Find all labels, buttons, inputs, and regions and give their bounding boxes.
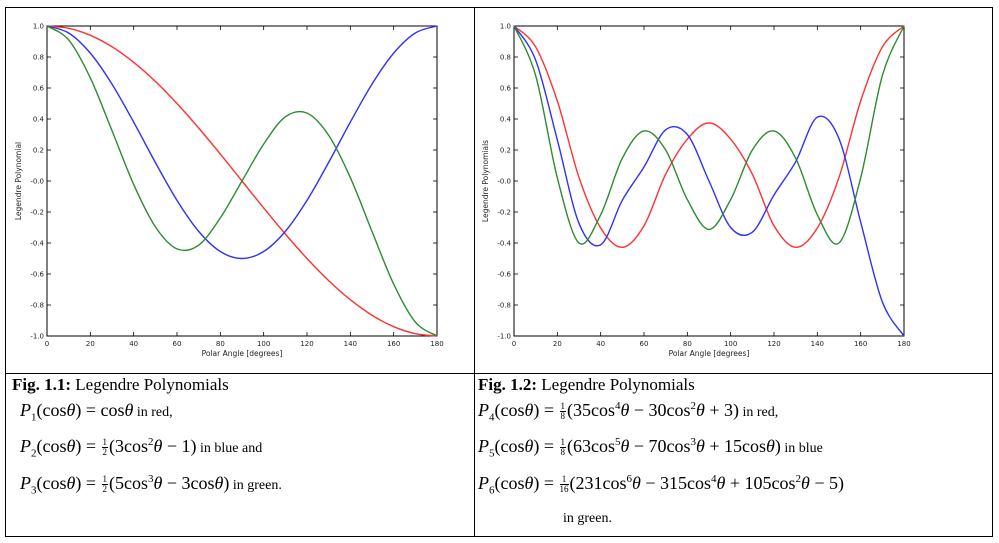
cell-divider-vertical — [474, 8, 475, 536]
x-tick-label: 0 — [45, 340, 49, 348]
y-tick-label: 0.6 — [500, 85, 512, 93]
caption-2-equations: P4(cosθ) = 1 8 (35cos4θ − 30cos2θ + 3) in … — [478, 374, 988, 534]
equation-note: in blue and — [196, 441, 263, 456]
x-tick-label: 180 — [430, 340, 443, 348]
x-tick-label: 100 — [257, 340, 270, 348]
equation-note: in green. — [229, 478, 282, 493]
legendre-chart-1: 1.0 0.8 0.6 0.4 0.2 -0.0 -0.2 -0.4 -0.6 -0.8 -1.00… — [14, 23, 444, 359]
equation-note: in green. — [563, 511, 612, 526]
equation-p2: P2(cosθ) = 1 2 (3cos2θ − 1) in blue and — [20, 436, 263, 460]
x-tick-label: 160 — [854, 340, 867, 348]
equation-note: in blue — [780, 441, 823, 456]
y-tick-label: -1.0 — [497, 333, 511, 341]
x-tick-label: 140 — [811, 340, 824, 348]
x-axis-label: Polar Angle [degrees] — [202, 349, 283, 358]
y-tick-label: 0.2 — [33, 147, 44, 155]
y-tick-label: -0.4 — [497, 240, 511, 248]
y-axis-label: Legendre Polynomials — [481, 140, 490, 222]
y-tick-label: -0.6 — [30, 271, 44, 279]
equation-note: in red, — [133, 405, 173, 420]
series-line-p5 — [513, 25, 905, 337]
caption-fig-1-1: Fig. 1.1: Legendre Polynomials — [12, 374, 229, 396]
x-tick-label: 160 — [387, 340, 400, 348]
equation-p6-note: in green. — [563, 505, 612, 530]
x-tick-label: 40 — [129, 340, 138, 348]
x-tick-label: 80 — [216, 340, 225, 348]
series-line-p4 — [513, 25, 905, 249]
y-tick-label: 0.4 — [33, 116, 45, 124]
y-tick-label: -0.0 — [30, 178, 44, 186]
x-axis-label: Polar Angle [degrees] — [669, 349, 750, 358]
x-tick-label: 60 — [640, 340, 649, 348]
x-tick-label: 100 — [724, 340, 737, 348]
equation-p6: P6(cosθ) = 1 16 (231cos6θ − 315cos4θ + 105… — [478, 473, 844, 497]
x-tick-label: 120 — [300, 340, 313, 348]
y-tick-label: -0.8 — [497, 302, 511, 310]
x-tick-label: 140 — [344, 340, 357, 348]
x-tick-label: 20 — [553, 340, 562, 348]
y-tick-label: -0.2 — [497, 209, 511, 217]
series-line-p2 — [46, 25, 438, 260]
legendre-chart-2: 1.0 0.8 0.6 0.4 0.2 -0.0 -0.2 -0.4 -0.6 -0.8 -1.00… — [481, 23, 911, 359]
caption-1-equations: P1(cosθ) = cosθ in red, P2(cosθ) = 1 2 (3c… — [12, 374, 472, 534]
x-tick-label: 120 — [767, 340, 780, 348]
equation-p4: P4(cosθ) = 1 8 (35cos4θ − 30cos2θ + 3) in … — [478, 400, 779, 424]
caption-fig-1-2: Fig. 1.2: Legendre Polynomials — [478, 374, 695, 396]
cell-divider-horizontal — [6, 373, 992, 374]
x-tick-label: 180 — [897, 340, 910, 348]
equation-p5: P5(cosθ) = 1 8 (63cos5θ − 70cos3θ + 15cosθ… — [478, 436, 823, 460]
y-tick-label: 0.6 — [33, 85, 45, 93]
equation-p3: P3(cosθ) = 1 2 (5cos3θ − 3cosθ) in green. — [20, 473, 282, 497]
figure-table: 1.0 0.8 0.6 0.4 0.2 -0.0 -0.2 -0.4 -0.6 -0.8 -1.0 0… — [5, 7, 993, 537]
y-tick-label: -0.6 — [497, 271, 511, 279]
y-tick-label: -0.4 — [30, 240, 44, 248]
y-tick-label: -0.2 — [30, 209, 44, 217]
series-line-p3 — [46, 25, 438, 337]
y-tick-label: 0.8 — [33, 54, 44, 62]
equation-p1: P1(cosθ) = cosθ in red, — [20, 400, 173, 424]
caption-fig-label: Fig. 1.1: — [12, 375, 72, 394]
y-tick-label: 1.0 — [33, 23, 44, 31]
y-tick-label: 1.0 — [500, 23, 511, 31]
x-tick-label: 0 — [512, 340, 516, 348]
y-tick-label: -0.0 — [497, 178, 511, 186]
x-tick-label: 60 — [173, 340, 182, 348]
y-axis-label: Legendre Polynomial — [14, 142, 23, 220]
series-line-p6 — [513, 25, 905, 245]
y-tick-label: 0.2 — [500, 147, 511, 155]
caption-fig-label: Fig. 1.2: — [478, 375, 538, 394]
y-tick-label: -1.0 — [30, 333, 44, 341]
y-tick-label: 0.8 — [500, 54, 511, 62]
y-tick-label: 0.4 — [500, 116, 512, 124]
caption-title: Legendre Polynomials — [537, 375, 695, 394]
caption-title: Legendre Polynomials — [71, 375, 229, 394]
x-tick-label: 80 — [683, 340, 692, 348]
y-tick-label: -0.8 — [30, 302, 44, 310]
x-tick-label: 40 — [596, 340, 605, 348]
x-tick-label: 20 — [86, 340, 95, 348]
equation-note: in red, — [739, 405, 779, 420]
